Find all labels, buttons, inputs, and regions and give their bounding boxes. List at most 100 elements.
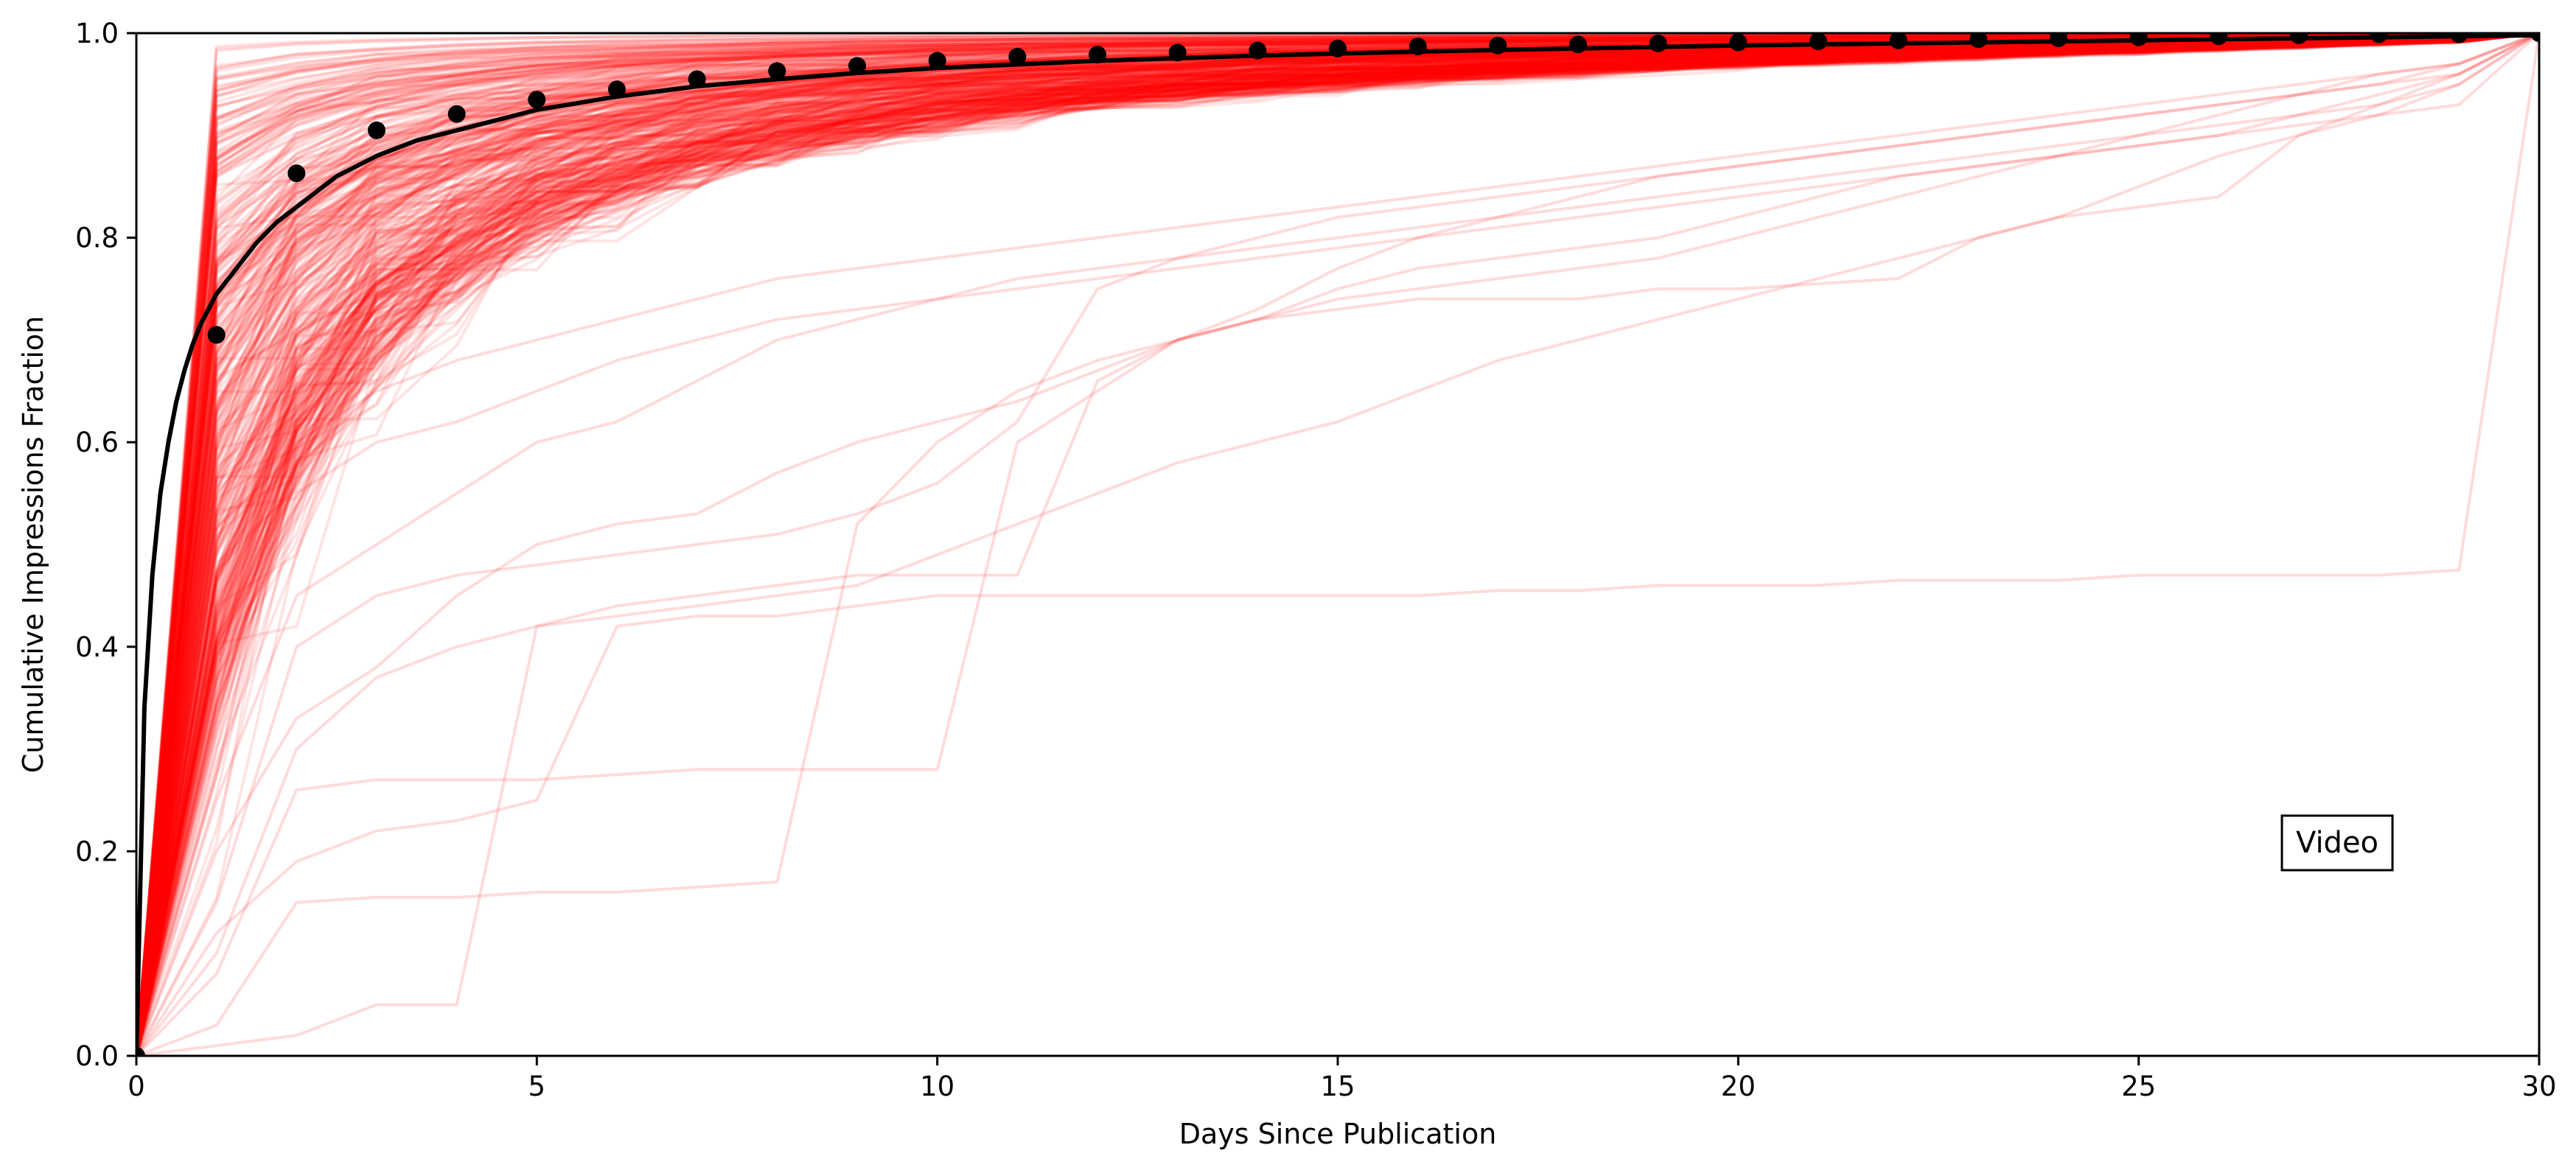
mean-point bbox=[1489, 36, 1507, 55]
series-line bbox=[136, 33, 2539, 1056]
series-line bbox=[136, 33, 2539, 1056]
series-line bbox=[136, 33, 2539, 1056]
series-line bbox=[136, 33, 2539, 1056]
series-line bbox=[136, 33, 2539, 1056]
series-line bbox=[136, 33, 2539, 1056]
mean-point bbox=[1409, 38, 1427, 55]
series-line bbox=[136, 33, 2539, 1056]
annotation-box: Video bbox=[2280, 814, 2394, 872]
series-line bbox=[136, 33, 2539, 1056]
series-line bbox=[136, 33, 2539, 1056]
series-line bbox=[136, 33, 2539, 1056]
series-line bbox=[136, 33, 2539, 1056]
series-line bbox=[136, 33, 2539, 1056]
series-line bbox=[136, 33, 2539, 1056]
series-line bbox=[136, 33, 2539, 1056]
mean-point bbox=[447, 105, 466, 123]
series-line bbox=[136, 33, 2539, 1056]
series-line bbox=[136, 33, 2539, 1056]
series-line bbox=[136, 33, 2539, 1056]
series-line bbox=[136, 33, 2539, 1056]
series-line bbox=[136, 33, 2539, 1056]
series-line bbox=[136, 33, 2539, 1056]
series-line bbox=[136, 33, 2539, 1056]
series-line bbox=[136, 33, 2539, 1056]
series-line bbox=[136, 33, 2539, 1056]
series-line bbox=[136, 33, 2539, 1056]
mean-point bbox=[1889, 33, 1907, 49]
series-line bbox=[136, 33, 2539, 1056]
series-line bbox=[136, 33, 2539, 1056]
series-line bbox=[136, 33, 2539, 1056]
series-line bbox=[136, 33, 2539, 1056]
series-line bbox=[136, 33, 2539, 1056]
series-line bbox=[136, 33, 2539, 1056]
series-line bbox=[136, 33, 2539, 1056]
series-line bbox=[136, 33, 2539, 1056]
series-line bbox=[136, 33, 2539, 1056]
mean-point bbox=[287, 164, 306, 183]
mean-point bbox=[1168, 43, 1187, 62]
series-line bbox=[136, 33, 2539, 1056]
series-line bbox=[136, 33, 2539, 1056]
series-line bbox=[136, 33, 2539, 1056]
mean-point bbox=[1809, 33, 1827, 51]
series-line bbox=[136, 33, 2539, 1056]
series-line bbox=[136, 33, 2539, 1056]
x-tick-label: 20 bbox=[1721, 1071, 1756, 1102]
y-tick-label: 0.2 bbox=[75, 836, 119, 867]
series-line bbox=[136, 33, 2539, 1056]
series-line bbox=[136, 33, 2539, 1056]
series-line bbox=[136, 33, 2539, 1056]
series-line bbox=[136, 33, 2539, 1056]
mean-point bbox=[2050, 33, 2067, 47]
series-line bbox=[136, 33, 2539, 1056]
series-line bbox=[136, 33, 2539, 1056]
series-line bbox=[136, 33, 2539, 1056]
series-line bbox=[136, 33, 2539, 1056]
series-line bbox=[136, 33, 2539, 1056]
series-line bbox=[136, 33, 2539, 1056]
foreground-marks bbox=[136, 33, 2539, 1056]
series-line bbox=[136, 33, 2539, 1056]
series-line bbox=[136, 33, 2539, 1056]
mean-point bbox=[1649, 34, 1667, 52]
mean-point bbox=[2129, 33, 2148, 46]
series-line bbox=[136, 33, 2539, 1056]
mean-point bbox=[1569, 35, 1587, 54]
series-line bbox=[136, 33, 2539, 1056]
mean-point bbox=[2530, 33, 2539, 42]
mean-point bbox=[207, 326, 226, 344]
series-line bbox=[136, 33, 2539, 1056]
series-line bbox=[136, 33, 2539, 1056]
series-line bbox=[136, 33, 2539, 1056]
series-line bbox=[136, 33, 2539, 1056]
y-tick-label: 0.4 bbox=[75, 631, 119, 663]
series-line bbox=[136, 33, 2539, 1056]
series-line bbox=[136, 33, 2539, 1056]
series-line bbox=[136, 33, 2539, 1056]
mean-point bbox=[368, 121, 385, 139]
series-line bbox=[136, 33, 2539, 1056]
series-line bbox=[136, 33, 2539, 1056]
series-line bbox=[136, 33, 2539, 1056]
axes: 0 5 10 15 20 25 30 0.0 0.2 0.4 0.6 0.8 1.0 bbox=[75, 18, 2556, 1102]
mean-point bbox=[768, 62, 786, 80]
series-line bbox=[136, 33, 2539, 1056]
series-line bbox=[136, 33, 2539, 1056]
fit-curve bbox=[136, 33, 2539, 1056]
series-line bbox=[136, 33, 2539, 1056]
series-line bbox=[136, 33, 2539, 1056]
series-line bbox=[136, 33, 2539, 1056]
x-tick-label: 0 bbox=[128, 1071, 145, 1102]
series-line bbox=[136, 33, 2539, 1056]
series-line bbox=[136, 33, 2539, 1056]
mean-point bbox=[608, 80, 626, 99]
series-line bbox=[136, 33, 2539, 1056]
mean-point bbox=[1249, 41, 1267, 60]
series-line bbox=[136, 33, 2539, 1056]
series-line bbox=[136, 33, 2539, 1056]
series-line bbox=[136, 33, 2539, 1056]
series-line bbox=[136, 33, 2539, 1056]
